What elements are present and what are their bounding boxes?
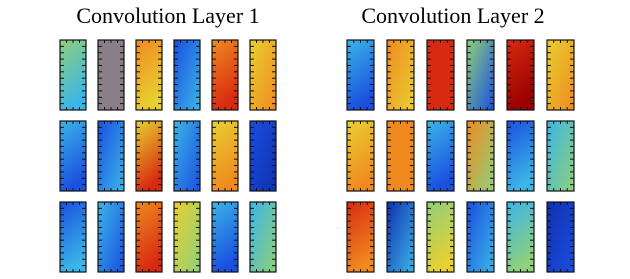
filter-tile	[506, 39, 535, 111]
tile-image	[346, 120, 375, 192]
filter-tile	[386, 201, 415, 273]
filter-tile	[466, 201, 495, 273]
filter-tile	[426, 39, 455, 111]
panel-title: Convolution Layer 1	[76, 3, 259, 28]
tile-image	[506, 201, 535, 273]
tile-image	[59, 39, 87, 111]
tile-image	[173, 39, 201, 111]
filter-tile	[546, 120, 575, 192]
tile-image	[546, 201, 575, 273]
filter-tile	[97, 120, 125, 192]
filter-tile	[546, 201, 575, 273]
tile-image	[211, 201, 239, 273]
tile-image	[426, 201, 455, 273]
panel-title: Convolution Layer 2	[361, 3, 544, 28]
tile-image	[466, 201, 495, 273]
filter-tile	[211, 39, 239, 111]
tile-image	[211, 120, 239, 192]
tile-image	[97, 120, 125, 192]
tile-image	[173, 201, 201, 273]
tile-image	[249, 39, 277, 111]
filter-tile	[346, 201, 375, 273]
filter-tile	[346, 120, 375, 192]
filter-tile	[346, 39, 375, 111]
filter-tile	[211, 201, 239, 273]
filter-tile	[173, 39, 201, 111]
tile-image	[97, 39, 125, 111]
tile-image	[249, 201, 277, 273]
filter-tile	[506, 201, 535, 273]
filter-tile	[386, 120, 415, 192]
tile-image	[135, 120, 163, 192]
tile-image	[135, 39, 163, 111]
filter-tile	[249, 39, 277, 111]
filter-tile	[466, 120, 495, 192]
filter-tile	[59, 39, 87, 111]
tile-image	[135, 201, 163, 273]
filter-tile	[466, 39, 495, 111]
filter-tile	[59, 120, 87, 192]
filter-tile	[386, 39, 415, 111]
tile-image	[466, 120, 495, 192]
tile-image	[546, 120, 575, 192]
tile-image	[59, 120, 87, 192]
tile-image	[211, 39, 239, 111]
filter-tile	[173, 201, 201, 273]
filter-tile	[211, 120, 239, 192]
filter-tile	[97, 39, 125, 111]
filter-tile	[135, 120, 163, 192]
tile-image	[466, 39, 495, 111]
tile-image	[346, 201, 375, 273]
tile-image	[546, 39, 575, 111]
filter-tile	[249, 120, 277, 192]
filter-tile	[249, 201, 277, 273]
tile-image	[59, 201, 87, 273]
tile-image	[426, 120, 455, 192]
filter-tile	[546, 39, 575, 111]
tile-image	[506, 39, 535, 111]
tile-image	[346, 39, 375, 111]
filter-tile	[426, 120, 455, 192]
tile-image	[386, 39, 415, 111]
filter-tile	[135, 39, 163, 111]
tile-image	[97, 201, 125, 273]
filter-tile	[426, 201, 455, 273]
tile-image	[249, 120, 277, 192]
tile-image	[386, 120, 415, 192]
filter-tile	[135, 201, 163, 273]
filter-tile	[97, 201, 125, 273]
filter-tile	[506, 120, 535, 192]
tile-image	[173, 120, 201, 192]
tile-image	[426, 39, 455, 111]
filter-tile	[59, 201, 87, 273]
tile-image	[386, 201, 415, 273]
filter-tile	[173, 120, 201, 192]
tile-image	[506, 120, 535, 192]
